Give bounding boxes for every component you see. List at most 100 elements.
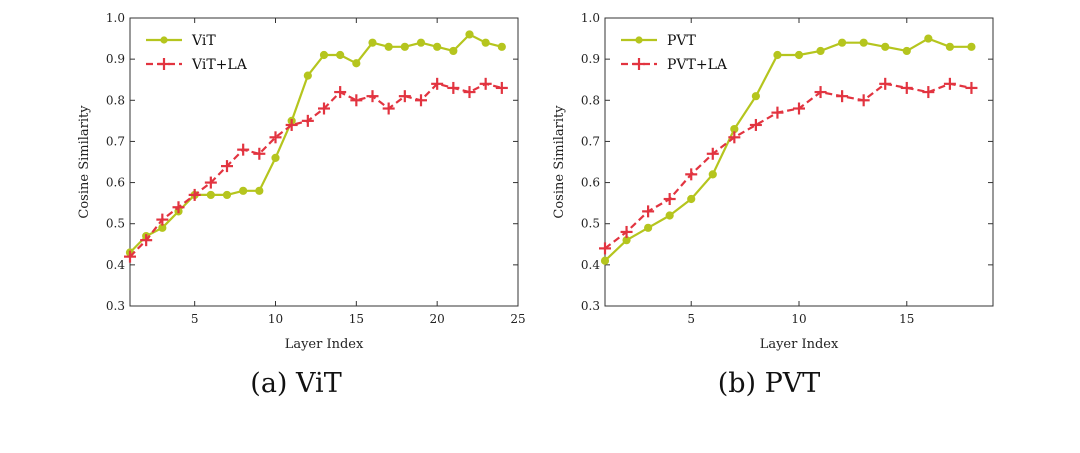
y-tick-label: 0.5	[581, 217, 600, 231]
y-tick-label: 0.7	[106, 134, 125, 148]
x-tick-label: 5	[191, 312, 199, 326]
data-point	[773, 50, 782, 60]
data-point	[900, 81, 913, 94]
data-point	[253, 147, 266, 160]
legend-label: PVT+LA	[667, 57, 728, 73]
data-point	[838, 38, 847, 47]
data-point	[301, 114, 314, 127]
data-point	[922, 86, 935, 99]
data-point	[269, 131, 282, 144]
plot-frame	[129, 17, 519, 307]
data-point	[206, 190, 215, 200]
y-axis-label: Cosine Similarity	[77, 105, 92, 219]
data-point	[303, 71, 312, 80]
x-tick-label: 10	[268, 312, 283, 326]
data-point	[285, 118, 298, 131]
x-axis-label: Layer Index	[760, 337, 839, 352]
x-tick-label: 20	[430, 312, 445, 326]
data-point	[350, 94, 363, 107]
y-tick-label: 0.8	[581, 93, 600, 107]
data-point	[644, 223, 653, 232]
data-point	[188, 188, 201, 201]
y-tick-label: 0.4	[581, 258, 600, 272]
series-line-vit-la	[129, 82, 503, 258]
x-tick-label: 10	[791, 312, 806, 326]
data-point	[156, 213, 169, 226]
data-point	[600, 256, 610, 265]
caption-vit: (a) ViT	[250, 368, 342, 399]
chart-vit: 0.3 0.4 0.5 0.6 0.7 0.8 0.9 1.0 5 10 15 20 25 Layer I…	[77, 11, 526, 352]
data-point	[599, 242, 611, 255]
data-point	[319, 50, 329, 60]
x-axis-label: Layer Index	[285, 337, 364, 352]
data-point	[687, 194, 696, 204]
data-point	[368, 38, 377, 47]
legend-label: ViT+LA	[191, 57, 248, 73]
data-point	[221, 160, 233, 173]
y-tick-label: 0.6	[581, 176, 600, 190]
data-point	[334, 86, 347, 99]
y-tick-label: 0.5	[106, 217, 125, 231]
data-point	[665, 211, 674, 220]
data-point	[642, 205, 655, 218]
data-point	[172, 201, 185, 214]
data-point	[336, 50, 345, 60]
chart-pvt: 0.3 0.4 0.5 0.6 0.7 0.8 0.9 1.0 5 10 15 Layer Index…	[552, 11, 994, 352]
x-tick-label: 5	[687, 312, 695, 326]
y-tick-label: 1.0	[581, 11, 600, 25]
y-tick-label: 0.8	[106, 93, 125, 107]
y-tick-label: 0.9	[581, 52, 600, 66]
data-point	[465, 30, 474, 39]
data-point	[881, 42, 890, 51]
data-point	[794, 50, 804, 60]
data-point	[416, 38, 426, 47]
data-point	[816, 46, 825, 56]
y-tick-label: 0.3	[106, 299, 125, 313]
data-point	[706, 147, 719, 160]
data-point	[271, 153, 280, 162]
data-point	[449, 46, 458, 56]
y-tick-label: 0.9	[106, 52, 125, 66]
y-axis-label: Cosine Similarity	[552, 105, 567, 219]
data-point	[943, 77, 956, 90]
caption-pvt: (b) PVT	[717, 368, 821, 399]
series-line-vit	[129, 33, 503, 254]
data-point	[382, 102, 395, 115]
y-tick-label: 1.0	[106, 11, 125, 25]
data-point	[497, 42, 506, 51]
data-point	[237, 143, 250, 156]
legend-marker	[160, 36, 168, 44]
plot-frame	[604, 17, 994, 307]
data-point	[415, 94, 427, 107]
data-point	[384, 42, 393, 51]
data-point	[924, 34, 933, 43]
data-point	[967, 42, 976, 51]
y-tick-label: 0.6	[106, 176, 125, 190]
data-point	[204, 176, 217, 189]
data-point	[771, 106, 784, 119]
x-tick-label: 15	[349, 312, 364, 326]
data-point	[620, 225, 633, 238]
data-point	[859, 38, 868, 47]
data-point	[222, 190, 232, 200]
data-point	[685, 168, 698, 181]
data-point	[124, 250, 136, 263]
data-point	[749, 118, 762, 131]
series-line-pvt	[604, 37, 972, 262]
data-point	[945, 42, 954, 51]
data-point	[663, 193, 676, 206]
data-point	[433, 42, 442, 51]
data-point	[793, 102, 805, 115]
x-tick-label: 25	[510, 312, 525, 326]
data-point	[447, 81, 460, 94]
legend-label: PVT	[667, 33, 697, 49]
data-point	[495, 81, 508, 94]
y-tick-label: 0.4	[106, 258, 125, 272]
data-point	[366, 90, 379, 103]
legend-label: ViT	[191, 33, 216, 49]
data-point	[728, 131, 741, 144]
data-point	[814, 86, 827, 99]
data-point	[255, 186, 264, 195]
data-point	[708, 170, 717, 179]
